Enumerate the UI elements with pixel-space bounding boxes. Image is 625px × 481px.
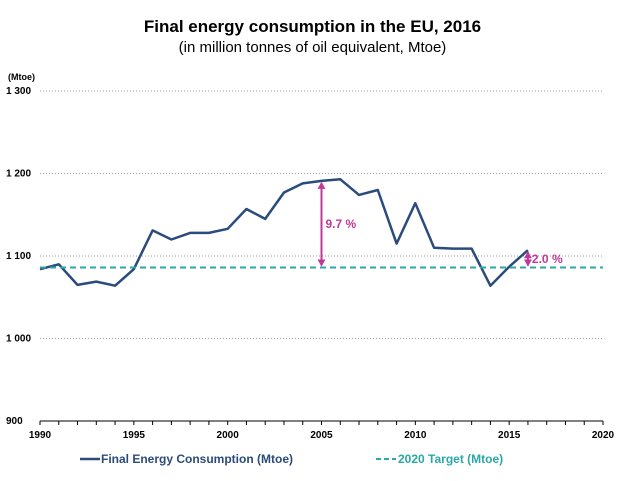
annotation-arrowhead-bottom [523,259,532,267]
x-tick-label: 1995 [123,430,146,441]
chart-subtitle: (in million tonnes of oil equivalent, Mt… [178,39,447,56]
series-lines [39,178,603,287]
legend: Final Energy Consumption (Mtoe) 2020 Targ… [80,452,503,466]
chart-title: Final energy consumption in the EU, 2016 [143,17,482,36]
x-tick-label: 2020 [592,430,615,441]
annotation-label: 9.7 % [326,217,357,231]
y-axis-unit: (Mtoe) [8,72,35,82]
y-tick-label: 1 100 [6,251,31,262]
legend-label-0: Final Energy Consumption (Mtoe) [101,452,293,466]
y-tick-label: 1 200 [6,169,31,180]
y-tick-label: 1 000 [6,334,31,345]
annotation-arrowhead-top [317,181,326,189]
x-tick-label: 2010 [404,430,427,441]
y-tick-label: 900 [6,416,23,427]
annotations: 9.7 % 2.0 % [317,181,563,267]
series-line-0 [39,178,529,287]
legend-label-1: 2020 Target (Mtoe) [398,452,503,466]
axes: 900 1 000 1 100 1 200 1 300 (Mtoe) 1990 1995 200… [6,72,615,441]
annotation-arrowhead-bottom [317,259,326,267]
x-tick-label: 2015 [498,430,521,441]
annotation-arrowhead-top [523,251,532,259]
x-tick-label: 2000 [217,430,240,441]
x-tick-label: 1990 [29,430,52,441]
annotation-label: 2.0 % [532,252,563,266]
x-tick-label: 2005 [310,430,333,441]
y-tick-label: 1 300 [6,86,31,97]
gridlines [40,90,603,339]
